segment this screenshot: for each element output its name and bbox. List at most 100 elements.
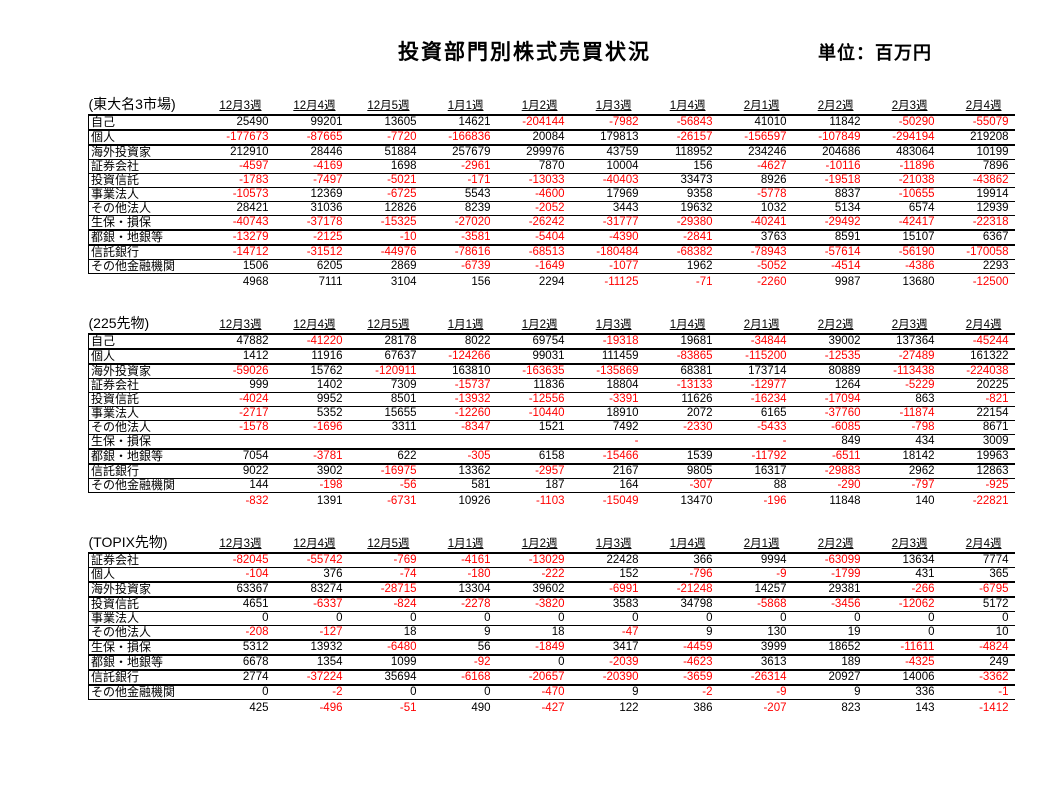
value-cell: 28178 [348,333,423,350]
value-cell: -427 [541,702,565,714]
row-label: その他法人 [88,420,201,435]
value-cell: 431 [866,567,941,583]
value-cell: 189 [792,655,867,671]
row-label: その他金融機関 [88,478,201,493]
value-cell: 10199 [940,145,1015,160]
section-label: (東大名3市場) [88,96,176,112]
value-cell: 8591 [792,230,867,246]
table-row: 海外投資家 212910 28446 51884 257679 299976 43759 11… [88,145,1015,160]
table-row: その他法人 -1578 -1696 3311 -8347 1521 7492 -2330 -54… [88,420,1015,435]
value-cell: 13362 [422,464,497,479]
value-cell: 9 [644,625,719,641]
value-cell: -14712 [200,245,275,260]
section-label: (TOPIX先物) [88,534,168,550]
value-cell: -13279 [200,230,275,246]
value-cell: 51884 [348,145,423,160]
value-cell: 13932 [274,640,349,656]
value-cell: -4386 [866,259,941,274]
value-cell: 56 [422,640,497,656]
week-column-header: 1月2週 [521,100,558,112]
value-cell: -6480 [348,640,423,656]
week-column-header: 12月5週 [367,319,410,331]
row-label: 証券会社 [88,552,201,568]
value-cell: 3417 [570,640,645,656]
header-row: (東大名3市場) 12月3週 12月4週 12月5週 1月1週 1月2週 1月3週 1月4週 2… [89,94,1015,115]
value-cell: -56 [348,478,423,493]
week-column-header: 1月1週 [447,100,484,112]
week-column-header: 12月3週 [219,538,262,550]
value-cell: -9 [718,685,793,700]
value-cell: 13605 [348,114,423,131]
value-cell: -6795 [940,582,1015,598]
value-cell: 47882 [200,333,275,350]
value-cell: 163810 [422,364,497,379]
value-cell: 20225 [940,378,1015,393]
value-cell: 22154 [940,406,1015,421]
value-cell: -55079 [940,114,1015,131]
value-cell: -5778 [718,187,793,202]
value-cell: -2278 [422,597,497,612]
value-cell: -11611 [866,640,941,656]
value-cell: -5404 [496,230,571,246]
value-cell: 1521 [496,420,571,435]
value-cell: -74 [348,567,423,583]
week-column-header: 2月1週 [743,538,780,550]
table-row: 都銀・地銀等 6678 1354 1099 -92 0 -2039 -4623 3613 189-… [88,655,1015,671]
value-cell: 7896 [940,159,1015,174]
value-cell: 99201 [274,114,349,131]
value-cell: 8022 [422,333,497,350]
value-cell: -266 [866,582,941,598]
value-cell: -166836 [422,130,497,146]
value-cell: -3659 [644,670,719,686]
value-cell: -51 [399,702,417,714]
value-cell: 143 [915,702,935,714]
value-cell: -10116 [792,159,867,174]
table-row: 個人 1412 11916 67637 -124266 99031 111459 -83865… [88,349,1015,365]
value-cell: 6574 [866,201,941,216]
value-cell: -12500 [972,276,1009,288]
value-cell: 10 [940,625,1015,641]
table-row: 個人 -177673 -87665 -7720 -166836 20084 179813 -2… [88,130,1015,146]
value-cell: -40241 [718,215,793,231]
row-label: 事業法人 [88,406,201,421]
value-cell: 483064 [866,145,941,160]
value-cell: 622 [348,449,423,465]
row-label: 海外投資家 [88,145,201,160]
value-cell: 386 [693,702,713,714]
value-cell: -769 [348,552,423,568]
table-row: その他金融機関 144 -198 -56 581 187 164 -307 88 -290 -797… [88,478,1015,493]
table-row: 都銀・地銀等 7054 -3781 622 -305 6158 -15466 1539 -117… [88,449,1015,465]
value-cell: -4161 [422,552,497,568]
value-cell: -31777 [570,215,645,231]
table-row: 個人 -104 376 -74 -180 -222 152 -796 -9 -1799 431 365 [88,567,1015,583]
value-cell: 490 [471,702,491,714]
value-cell: -37224 [274,670,349,686]
value-cell: -11874 [866,406,941,421]
week-column-header: 1月3週 [595,100,632,112]
row-label: 信託銀行 [88,464,201,479]
value-cell: 11842 [792,114,867,131]
value-cell: 10004 [570,159,645,174]
value-cell: 156 [471,276,491,288]
value-cell: -83865 [644,349,719,365]
value-cell: -68513 [496,245,571,260]
value-cell: 3104 [390,276,417,288]
value-cell: -40743 [200,215,275,231]
value-cell: 1402 [274,378,349,393]
value-cell: 152 [570,567,645,583]
value-cell: 7870 [496,159,571,174]
value-cell: 3902 [274,464,349,479]
value-cell: -17094 [792,392,867,407]
table-row: その他金融機関 0 -2 0 0 -470 9 -2 -9 9 336 -1 [88,685,1015,700]
value-cell: 33473 [644,173,719,188]
value-cell: 39002 [792,333,867,350]
value-cell: 15762 [274,364,349,379]
page-title: 投資部門別株式売買状況 [398,41,651,64]
value-cell: -5052 [718,259,793,274]
value-cell: 2167 [570,464,645,479]
value-cell: -10573 [200,187,275,202]
value-cell: 63367 [200,582,275,598]
value-cell: -5433 [718,420,793,435]
value-cell: -196 [763,495,787,507]
value-cell: -10 [348,230,423,246]
